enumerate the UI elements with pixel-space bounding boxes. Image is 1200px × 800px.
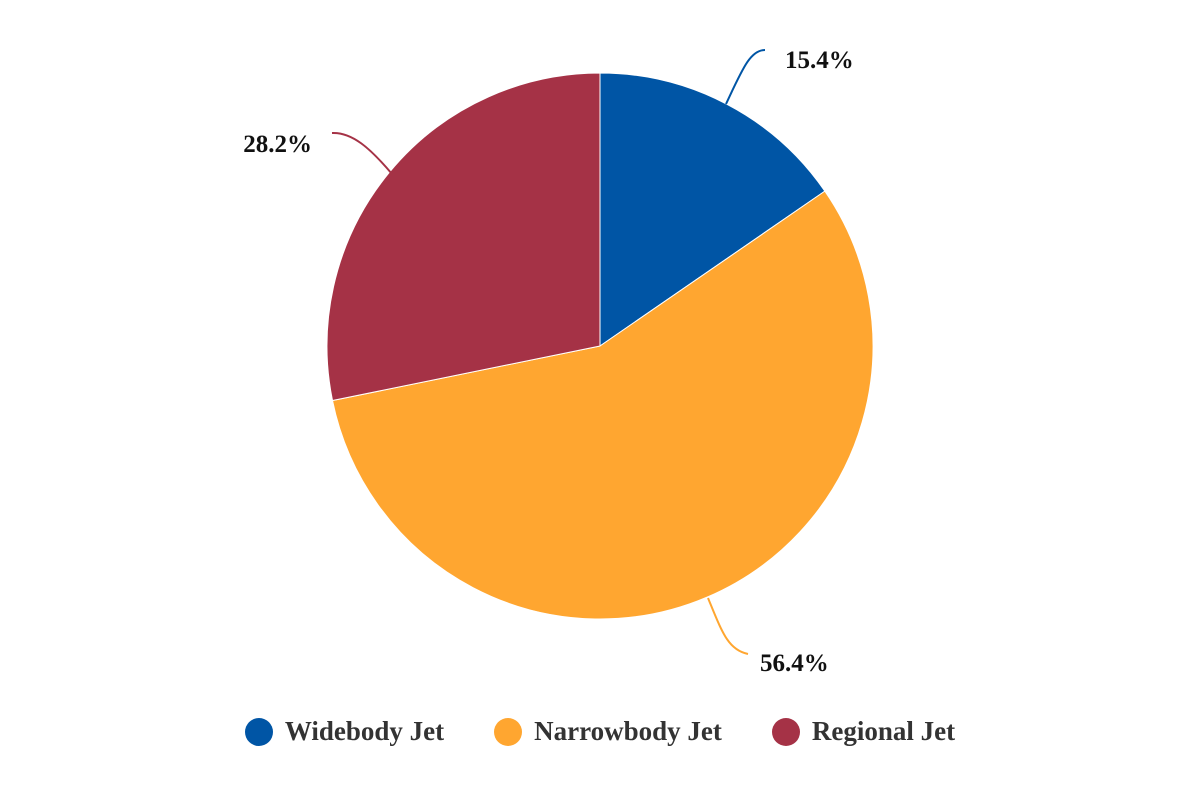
legend-marker-narrowbody-jet bbox=[494, 717, 523, 746]
legend-label-regional-jet: Regional Jet bbox=[811, 716, 956, 746]
legend-label-narrowbody-jet: Narrowbody Jet bbox=[534, 716, 722, 746]
legend-item-widebody-jet[interactable]: Widebody Jet bbox=[244, 716, 445, 747]
legend-label-widebody-jet: Widebody Jet bbox=[284, 716, 445, 746]
legend-item-narrowbody-jet[interactable]: Narrowbody Jet bbox=[494, 716, 722, 747]
data-label-regional-jet: 28.2% bbox=[243, 131, 312, 158]
leader-line-widebody-jet bbox=[725, 49, 766, 105]
pie-slice-widebody-jet[interactable] bbox=[599, 72, 826, 347]
data-label-widebody-jet: 15.4% bbox=[785, 47, 854, 74]
legend-item-regional-jet[interactable]: Regional Jet bbox=[771, 716, 956, 747]
legend: Widebody Jet Narrowbody Jet Regional Jet bbox=[0, 716, 1200, 747]
legend-marker-widebody-jet bbox=[244, 717, 273, 746]
leader-line-narrowbody-jet bbox=[707, 597, 749, 655]
data-label-narrowbody-jet: 56.4% bbox=[760, 650, 829, 677]
pie-slice-regional-jet[interactable] bbox=[326, 72, 601, 402]
legend-marker-regional-jet bbox=[771, 717, 800, 746]
leader-line-regional-jet bbox=[331, 131, 393, 175]
pie-slice-narrowbody-jet[interactable] bbox=[331, 190, 874, 620]
